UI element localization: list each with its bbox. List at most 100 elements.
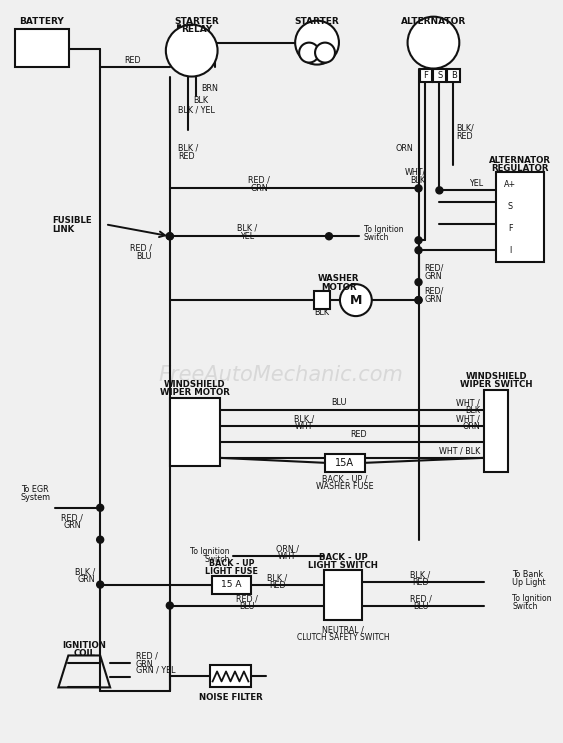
Text: WASHER: WASHER [318, 273, 360, 282]
Bar [434, 68, 446, 82]
Text: 15 A: 15 A [221, 580, 242, 589]
Text: WINDSHIELD: WINDSHIELD [465, 372, 527, 381]
Text: WIPER SWITCH: WIPER SWITCH [460, 380, 533, 389]
Circle shape [340, 284, 372, 316]
Bar [209, 666, 252, 687]
Text: To Ignition: To Ignition [512, 594, 552, 603]
Text: FUSIBLE: FUSIBLE [52, 215, 92, 225]
Circle shape [436, 186, 443, 194]
Text: BLK: BLK [465, 406, 480, 415]
Text: WIPER MOTOR: WIPER MOTOR [160, 389, 230, 398]
Text: LIGHT SWITCH: LIGHT SWITCH [308, 561, 378, 570]
Text: GRN: GRN [425, 272, 442, 281]
Text: I: I [509, 246, 511, 255]
Text: To Ignition: To Ignition [190, 547, 230, 557]
Text: System: System [21, 493, 51, 502]
Circle shape [415, 296, 422, 304]
Circle shape [325, 233, 333, 240]
Text: WHT / BLK: WHT / BLK [439, 447, 480, 455]
Text: RELAY: RELAY [181, 25, 212, 34]
Text: BLK: BLK [410, 176, 426, 185]
Text: BLU: BLU [136, 252, 152, 261]
Text: STARTER: STARTER [294, 17, 339, 26]
Text: RED /: RED / [130, 244, 152, 253]
Text: BLU: BLU [240, 602, 255, 611]
Text: BLK: BLK [194, 96, 209, 105]
Text: RED /: RED / [136, 652, 158, 661]
Bar [419, 68, 432, 82]
Bar [170, 398, 220, 466]
Text: GRN / YEL: GRN / YEL [136, 666, 176, 675]
Text: ORN: ORN [462, 423, 480, 432]
Text: WHT /: WHT / [457, 398, 480, 407]
Text: BLK /: BLK / [267, 573, 287, 582]
Circle shape [166, 233, 173, 240]
Bar [212, 576, 252, 594]
Bar [15, 29, 69, 67]
Text: GRN: GRN [136, 660, 154, 669]
Circle shape [97, 581, 104, 588]
Text: RED /: RED / [61, 513, 83, 522]
Text: S: S [437, 71, 443, 80]
Text: S: S [507, 202, 512, 211]
Text: GRN: GRN [251, 184, 268, 193]
Text: To Ignition: To Ignition [364, 225, 403, 234]
Bar [325, 454, 365, 472]
Circle shape [299, 42, 319, 62]
Text: WHT /: WHT / [457, 415, 480, 424]
Text: BLK / YEL: BLK / YEL [178, 106, 215, 115]
Text: RED/: RED/ [425, 264, 444, 273]
Text: RED: RED [412, 578, 429, 587]
Text: BLU: BLU [331, 398, 347, 407]
Text: Switch: Switch [364, 233, 389, 241]
Text: RED: RED [124, 56, 141, 65]
Text: WASHER FUSE: WASHER FUSE [316, 482, 374, 491]
Text: RED: RED [457, 132, 473, 141]
Text: COIL: COIL [73, 649, 95, 658]
Bar [496, 172, 544, 262]
Text: 15A: 15A [336, 458, 354, 468]
Text: BLK /: BLK / [178, 144, 198, 153]
Text: GRN: GRN [425, 295, 442, 304]
Text: BACK - UP: BACK - UP [209, 559, 254, 568]
Text: STARTER: STARTER [175, 17, 219, 26]
Circle shape [166, 602, 173, 609]
Text: ORN: ORN [396, 144, 414, 153]
Text: CLUTCH SAFETY SWITCH: CLUTCH SAFETY SWITCH [297, 633, 389, 642]
Text: MOTOR: MOTOR [321, 282, 357, 292]
Text: LINK: LINK [52, 225, 75, 234]
Text: LIGHT FUSE: LIGHT FUSE [205, 567, 258, 576]
Text: BRN: BRN [202, 84, 218, 93]
Text: RED /: RED / [236, 594, 258, 603]
Text: WHT/: WHT/ [404, 168, 426, 177]
Text: RED: RED [351, 430, 367, 439]
Text: RED /: RED / [409, 594, 431, 603]
Circle shape [97, 504, 104, 511]
Text: WINDSHIELD: WINDSHIELD [164, 380, 226, 389]
Circle shape [415, 185, 422, 192]
Text: NEUTRAL /: NEUTRAL / [322, 625, 364, 634]
Text: BLK /: BLK / [75, 567, 95, 576]
Text: To Bank: To Bank [512, 570, 543, 579]
Circle shape [415, 237, 422, 244]
Text: RED/: RED/ [425, 287, 444, 296]
Text: BACK - UP /: BACK - UP / [322, 474, 368, 483]
Text: B: B [451, 71, 457, 80]
Text: BLK /: BLK / [237, 224, 257, 233]
Text: NOISE FILTER: NOISE FILTER [199, 693, 262, 702]
Circle shape [408, 16, 459, 68]
Text: BLK /: BLK / [294, 415, 314, 424]
Text: RED: RED [178, 152, 194, 161]
Text: ALTERNATOR: ALTERNATOR [401, 17, 466, 26]
Text: YEL: YEL [469, 179, 483, 188]
Bar [448, 68, 461, 82]
Text: GRN: GRN [64, 521, 81, 531]
Text: A+: A+ [504, 180, 516, 189]
Circle shape [415, 279, 422, 285]
Text: IGNITION: IGNITION [62, 641, 106, 650]
Text: WHT: WHT [295, 423, 314, 432]
Text: Up Light: Up Light [512, 578, 546, 587]
Text: GRN: GRN [78, 575, 95, 584]
Text: RED: RED [269, 581, 285, 590]
Text: Switch: Switch [512, 602, 538, 611]
